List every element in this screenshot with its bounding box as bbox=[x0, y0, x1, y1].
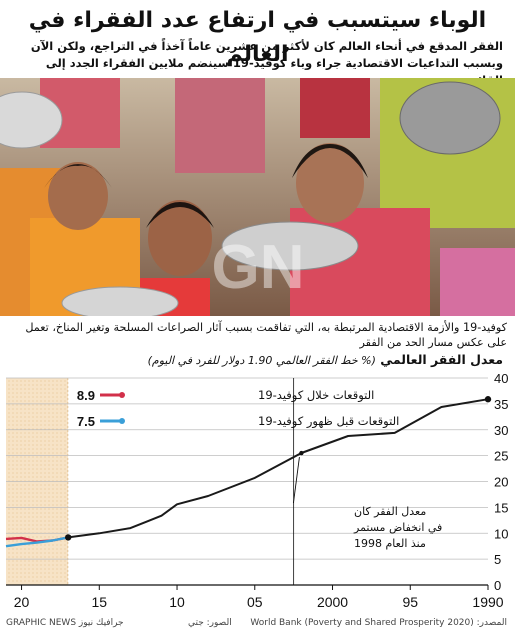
y-tick-label: 5 bbox=[494, 552, 501, 567]
legend-label: التوقعات خلال كوفيد-19 bbox=[258, 388, 374, 403]
legend-label: التوقعات قبل ظهور كوفيد-19 bbox=[258, 414, 399, 429]
series-point-start bbox=[484, 396, 492, 403]
photo-illustration: GN bbox=[0, 78, 515, 316]
annotation-point bbox=[299, 450, 304, 456]
poverty-chart: 0 5 10 15 20 25 30 35 40 1990 95 2000 05 10 15 20 8.9 ا… bbox=[0, 368, 515, 613]
annotation-text: منذ العام 1998 bbox=[354, 537, 426, 550]
footer-source: المصدر: World Bank (Poverty and Shared P… bbox=[250, 618, 507, 628]
y-tick-label: 20 bbox=[494, 475, 508, 490]
chart-title: معدل الفقر العالمي (% خط الفقر العالمي 1… bbox=[148, 352, 503, 367]
x-tick-label: 05 bbox=[247, 594, 263, 610]
x-tick-label: 10 bbox=[169, 594, 185, 610]
series-line bbox=[5, 536, 69, 548]
series-line bbox=[68, 398, 489, 539]
y-tick-label: 0 bbox=[494, 578, 501, 593]
footer-photo-credit: الصور: جتي bbox=[188, 618, 232, 628]
page-title: الوباء سيتسبب في ارتفاع عدد الفقراء في ا… bbox=[28, 8, 487, 67]
x-tick-label: 1990 bbox=[472, 594, 503, 610]
legend-value: 8.9 bbox=[77, 388, 95, 403]
legend-swatch-dot bbox=[119, 392, 125, 398]
y-tick-label: 15 bbox=[494, 500, 508, 515]
hero-photo: GN bbox=[0, 78, 515, 316]
y-tick-label: 30 bbox=[494, 423, 508, 438]
y-tick-label: 40 bbox=[494, 371, 508, 386]
chart-title-unit: (% خط الفقر العالمي 1.90 دولار للفرد في … bbox=[147, 354, 376, 367]
y-tick-label: 25 bbox=[494, 449, 508, 464]
x-tick-label: 15 bbox=[92, 594, 108, 610]
legend-value: 7.5 bbox=[77, 414, 95, 429]
x-tick-label: 95 bbox=[402, 594, 418, 610]
annotation-text: في انخفاض مستمر bbox=[353, 521, 442, 534]
y-tick-label: 10 bbox=[494, 526, 508, 541]
annotation-leader bbox=[292, 456, 300, 504]
x-tick-label: 20 bbox=[14, 594, 30, 610]
photo-caption: كوفيد-19 والأزمة الاقتصادية المرتبطة به،… bbox=[25, 321, 507, 349]
y-tick-label: 35 bbox=[494, 397, 508, 412]
series-point-end bbox=[64, 534, 72, 541]
footer-brand: GRAPHIC NEWS جرافيك نيوز bbox=[6, 618, 124, 628]
annotation-text: معدل الفقر كان bbox=[354, 505, 426, 518]
x-tick-label: 2000 bbox=[317, 594, 348, 610]
page-subtitle: الفقر المدقع في أنحاء العالم كان لأكثر م… bbox=[30, 39, 503, 87]
legend-swatch-dot bbox=[119, 418, 125, 424]
watermark-gn: GN bbox=[212, 233, 305, 302]
chart-title-main: معدل الفقر العالمي bbox=[380, 352, 503, 367]
